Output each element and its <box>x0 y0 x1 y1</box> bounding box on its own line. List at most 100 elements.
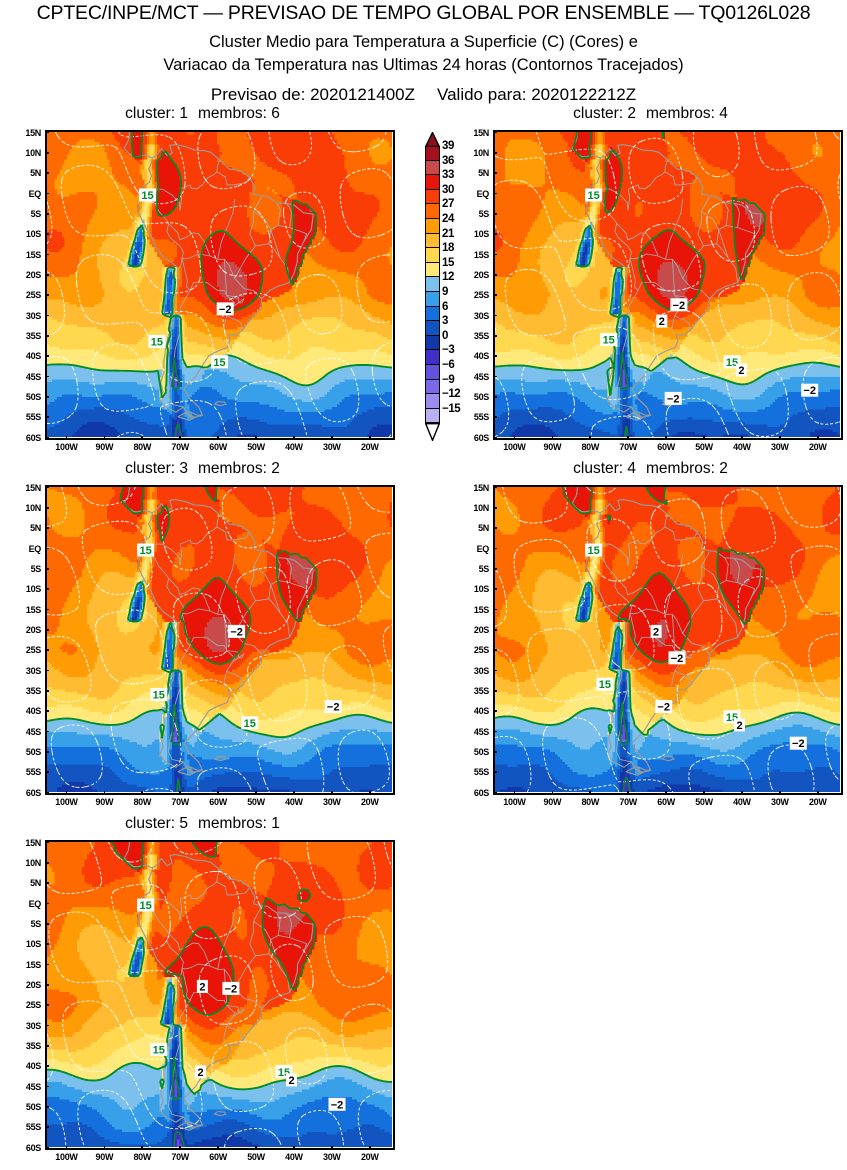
y-axis-label: 40S <box>0 351 41 361</box>
x-axis-label: 60W <box>657 797 675 807</box>
y-axis-tick <box>45 335 49 337</box>
y-axis-label: 10N <box>0 148 41 158</box>
x-axis-tick <box>293 791 295 795</box>
x-axis-tick <box>179 791 181 795</box>
x-axis-tick <box>703 436 705 440</box>
colorbar-tick-label: 21 <box>442 228 454 240</box>
colorbar-swatch <box>425 219 440 234</box>
panel-cluster-label: cluster: 4 <box>573 460 636 477</box>
y-axis-label: 10N <box>0 503 41 513</box>
x-axis-tick <box>703 791 705 795</box>
y-axis-label: 15S <box>448 605 489 615</box>
y-axis-tick <box>45 487 49 489</box>
y-axis-label: 25S <box>0 290 41 300</box>
x-axis-label: 90W <box>96 1152 114 1162</box>
x-axis-label: 50W <box>695 797 713 807</box>
x-axis-label: 100W <box>503 442 525 452</box>
y-axis-tick <box>45 437 49 439</box>
y-axis-label: EQ <box>0 899 41 909</box>
y-axis-label: 50S <box>448 747 489 757</box>
y-axis-tick <box>493 233 497 235</box>
y-axis-tick <box>45 1126 49 1128</box>
svg-text:−2: −2 <box>219 304 232 316</box>
x-axis-tick <box>66 791 68 795</box>
y-axis-label: 5N <box>0 168 41 178</box>
x-axis-label: 20W <box>361 442 379 452</box>
forecast-valid-label: Valido para: 2020122212Z <box>437 85 636 104</box>
x-axis-label: 20W <box>361 797 379 807</box>
colorbar-swatch <box>425 307 440 322</box>
x-axis-tick <box>255 791 257 795</box>
y-axis-tick <box>493 548 497 550</box>
colorbar-tick-label: 36 <box>442 155 454 167</box>
x-axis-label: 30W <box>323 442 341 452</box>
panel-members-label: membros: 6 <box>198 105 280 122</box>
x-axis-label: 30W <box>323 1152 341 1162</box>
y-axis-tick <box>493 649 497 651</box>
colorbar-swatch <box>425 336 440 351</box>
y-axis-label: 40S <box>448 706 489 716</box>
x-axis-tick <box>779 436 781 440</box>
y-axis-tick <box>45 588 49 590</box>
panel-cluster-label: cluster: 1 <box>125 105 188 122</box>
colorbar-swatch <box>425 190 440 205</box>
x-axis-label: 50W <box>247 797 265 807</box>
svg-text:15: 15 <box>151 336 163 348</box>
x-axis-tick <box>369 1146 371 1150</box>
panel-members-label: membros: 1 <box>198 815 280 832</box>
x-axis-label: 20W <box>809 442 827 452</box>
y-axis-label: 15S <box>0 960 41 970</box>
y-axis-label: 20S <box>448 625 489 635</box>
x-axis-tick <box>217 1146 219 1150</box>
y-axis-label: EQ <box>0 544 41 554</box>
y-axis-tick <box>45 771 49 773</box>
colorbar-tick-label: 0 <box>442 330 448 342</box>
y-axis-tick <box>493 315 497 317</box>
y-axis-tick <box>45 548 49 550</box>
y-axis-label: EQ <box>0 189 41 199</box>
y-axis-tick <box>45 964 49 966</box>
x-axis-tick <box>552 791 554 795</box>
y-axis-tick <box>45 416 49 418</box>
colorbar-swatch <box>425 409 440 424</box>
colorbar-tick-label: −12 <box>442 388 460 400</box>
x-axis-label: 80W <box>133 1152 151 1162</box>
y-axis-tick <box>45 792 49 794</box>
y-axis-label: 15N <box>448 483 489 493</box>
svg-text:−2: −2 <box>667 393 680 405</box>
x-axis-tick <box>369 436 371 440</box>
y-axis-tick <box>493 588 497 590</box>
colorbar-swatch <box>425 204 440 219</box>
x-axis-tick <box>514 436 516 440</box>
panel-title-cluster-1: cluster: 1 membros: 6 <box>0 105 405 123</box>
y-axis-tick <box>493 355 497 357</box>
panel-members-label: membros: 2 <box>198 460 280 477</box>
y-axis-label: 55S <box>448 767 489 777</box>
y-axis-tick <box>45 274 49 276</box>
y-axis-tick <box>45 862 49 864</box>
svg-text:15: 15 <box>587 190 599 202</box>
y-axis-tick <box>45 568 49 570</box>
colorbar-bottom-arrow <box>425 423 440 437</box>
colorbar-tick-label: −3 <box>442 344 454 356</box>
colorbar-tick-label: −6 <box>442 359 454 371</box>
y-axis-tick <box>493 152 497 154</box>
x-axis-label: 80W <box>133 797 151 807</box>
y-axis-label: 50S <box>0 1102 41 1112</box>
svg-text:2: 2 <box>738 365 744 377</box>
x-axis-label: 90W <box>96 442 114 452</box>
y-axis-label: 10S <box>0 584 41 594</box>
panel-members-label: membros: 4 <box>646 105 728 122</box>
y-axis-label: 35S <box>0 686 41 696</box>
y-axis-tick <box>493 172 497 174</box>
y-axis-label: 5N <box>0 523 41 533</box>
y-axis-tick <box>493 213 497 215</box>
y-axis-label: 5N <box>448 523 489 533</box>
